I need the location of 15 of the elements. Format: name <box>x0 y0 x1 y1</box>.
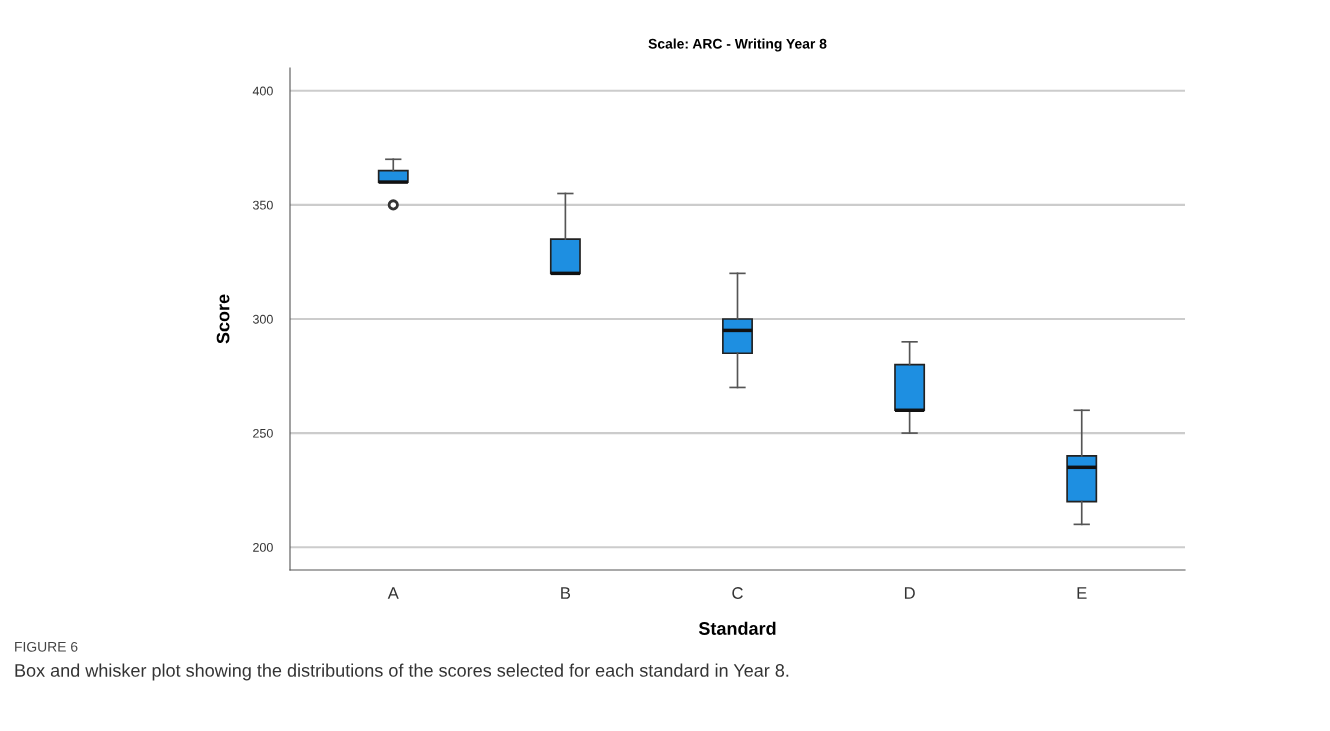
x-axis-title: Standard <box>698 621 776 635</box>
x-tick-label: D <box>904 587 915 599</box>
x-tick-label: A <box>387 587 399 599</box>
y-tick-label: 250 <box>253 428 273 438</box>
x-tick-label: C <box>732 587 743 599</box>
y-tick-label: 200 <box>253 542 273 552</box>
y-axis-title: Score <box>216 294 230 344</box>
caption: FIGURE 6 <box>15 641 78 652</box>
y-tick-label: 400 <box>252 86 273 96</box>
text: Box and whisker plot showing the distributions of the scores selected for each standard in Year 8. <box>15 663 789 681</box>
y-tick-label: 300 <box>252 314 273 324</box>
y-tick-label: 350 <box>252 200 273 210</box>
x-tick-label: B <box>561 587 571 599</box>
x-tick-label: E <box>1077 587 1087 599</box>
chart-title: Scale: ARC - Writing Year 8 <box>648 38 827 52</box>
